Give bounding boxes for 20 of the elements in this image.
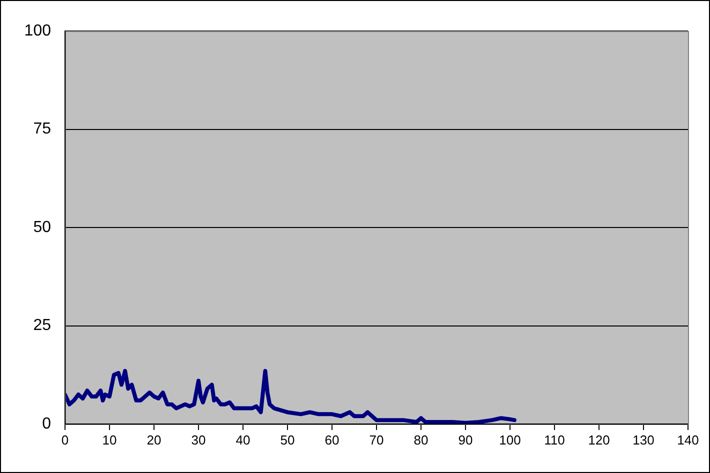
x-tick-label: 60: [324, 432, 340, 448]
x-tick-label: 80: [414, 432, 428, 448]
x-tick-label: 140: [677, 432, 699, 448]
x-tick-label: 100: [499, 432, 521, 448]
y-tick-label: 100: [24, 22, 52, 40]
x-tick-label: 90: [458, 432, 473, 448]
x-tick-label: 70: [369, 432, 384, 448]
x-tick-label: 10: [102, 432, 117, 448]
y-tick-label: 75: [33, 120, 52, 138]
x-tick-label: 20: [146, 432, 162, 448]
x-tick-label: 0: [61, 432, 69, 448]
y-tick-label: 0: [42, 415, 52, 432]
x-tick-label: 40: [236, 432, 250, 448]
x-tick-label: 50: [280, 432, 295, 448]
x-tick-label: 130: [632, 432, 654, 448]
x-tick-label: 30: [191, 432, 206, 448]
x-tick-label: 120: [588, 432, 610, 448]
y-tick-label: 50: [33, 218, 52, 236]
x-tick-label: 110: [544, 432, 565, 448]
y-tick-label: 25: [33, 317, 52, 334]
